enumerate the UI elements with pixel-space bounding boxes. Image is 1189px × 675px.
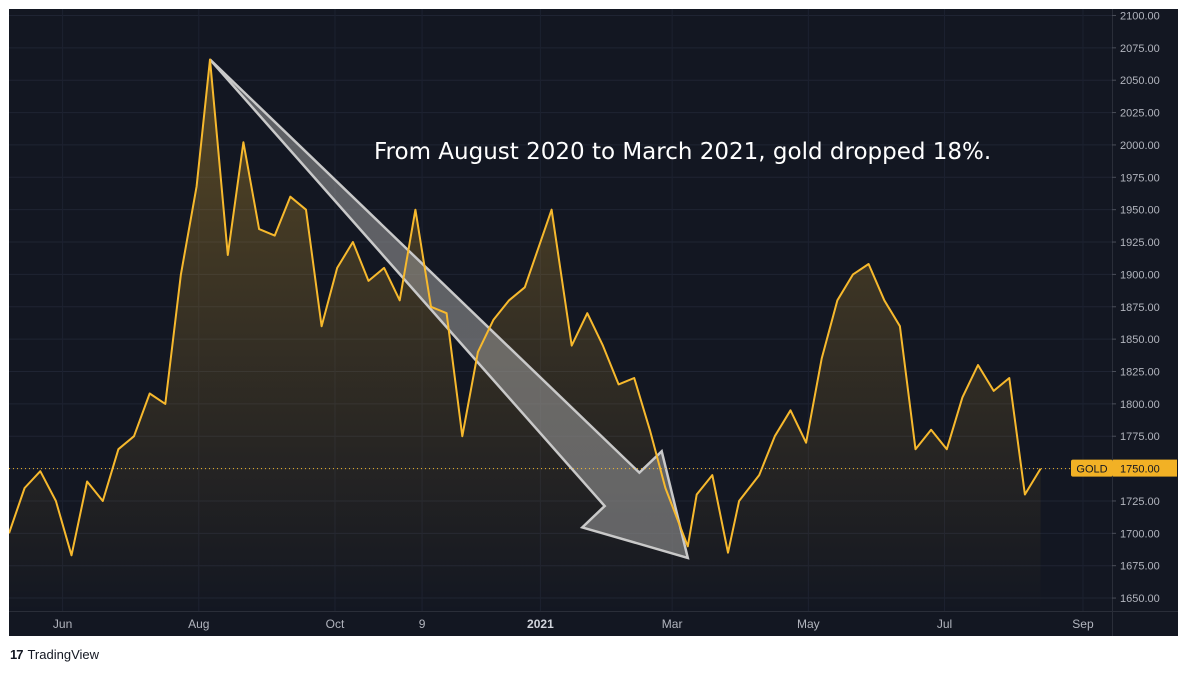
x-tick-label: Jul [937, 617, 952, 631]
y-tick-label: 1875.00 [1120, 302, 1160, 314]
last-price-badge-text: 1750.00 [1120, 464, 1160, 476]
brand-name: TradingView [27, 647, 100, 662]
y-tick-label: 1900.00 [1120, 269, 1160, 281]
tradingview-brand[interactable]: 17 TradingView [10, 647, 99, 662]
y-tick-label: 1675.00 [1120, 561, 1160, 573]
x-axis-tick-labels: Jun Aug Oct 9 2021 Mar May Jul Sep [53, 617, 1094, 631]
y-tick-label: 1950.00 [1120, 205, 1160, 217]
chart-frame: 2100.00 2075.00 2050.00 2025.00 2000.00 1975.… [9, 9, 1178, 636]
x-tick-label: Aug [188, 617, 209, 631]
y-axis-tick-labels: 2100.00 2075.00 2050.00 2025.00 2000.00 1975.… [1112, 10, 1160, 605]
trend-arrow-shape [209, 58, 690, 560]
y-tick-label: 1700.00 [1120, 528, 1160, 540]
gold-price-series [9, 58, 1042, 557]
symbol-badge-bg [1071, 459, 1113, 477]
y-tick-label: 1800.00 [1120, 399, 1160, 411]
y-tick-label: 1825.00 [1120, 366, 1160, 378]
y-tick-label: 2000.00 [1120, 140, 1160, 152]
y-tick-label: 2050.00 [1120, 75, 1160, 87]
chart-annotation: From August 2020 to March 2021, gold dro… [374, 139, 992, 165]
price-area [9, 59, 1041, 611]
tradingview-logo-icon: 17 [10, 647, 24, 662]
y-tick-label: 1725.00 [1120, 496, 1160, 508]
y-tick-label: 1775.00 [1120, 431, 1160, 443]
x-tick-label: Mar [662, 617, 683, 631]
y-tick-label: 1975.00 [1120, 172, 1160, 184]
y-tick-label: 1650.00 [1120, 593, 1160, 605]
trend-arrow [209, 58, 690, 560]
price-area-fill [9, 59, 1041, 611]
axes [9, 9, 1178, 636]
y-tick-label: 2025.00 [1120, 108, 1160, 120]
symbol-badge-text: GOLD [1076, 464, 1107, 476]
x-tick-label: Jun [53, 617, 72, 631]
y-tick-label: 2100.00 [1120, 10, 1160, 22]
x-tick-label: 2021 [527, 617, 554, 631]
x-tick-label: 9 [419, 617, 426, 631]
last-price-badge-bg [1113, 459, 1177, 477]
y-tick-label: 1925.00 [1120, 237, 1160, 249]
price-line [9, 58, 1042, 557]
x-tick-label: Sep [1072, 617, 1094, 631]
x-tick-label: May [797, 617, 820, 631]
y-tick-label: 2075.00 [1120, 43, 1160, 55]
x-tick-label: Oct [326, 617, 345, 631]
symbol-price-badge: GOLD 1750.00 [1071, 459, 1177, 477]
gold-price-chart: 2100.00 2075.00 2050.00 2025.00 2000.00 1975.… [9, 9, 1178, 636]
y-tick-label: 1850.00 [1120, 334, 1160, 346]
